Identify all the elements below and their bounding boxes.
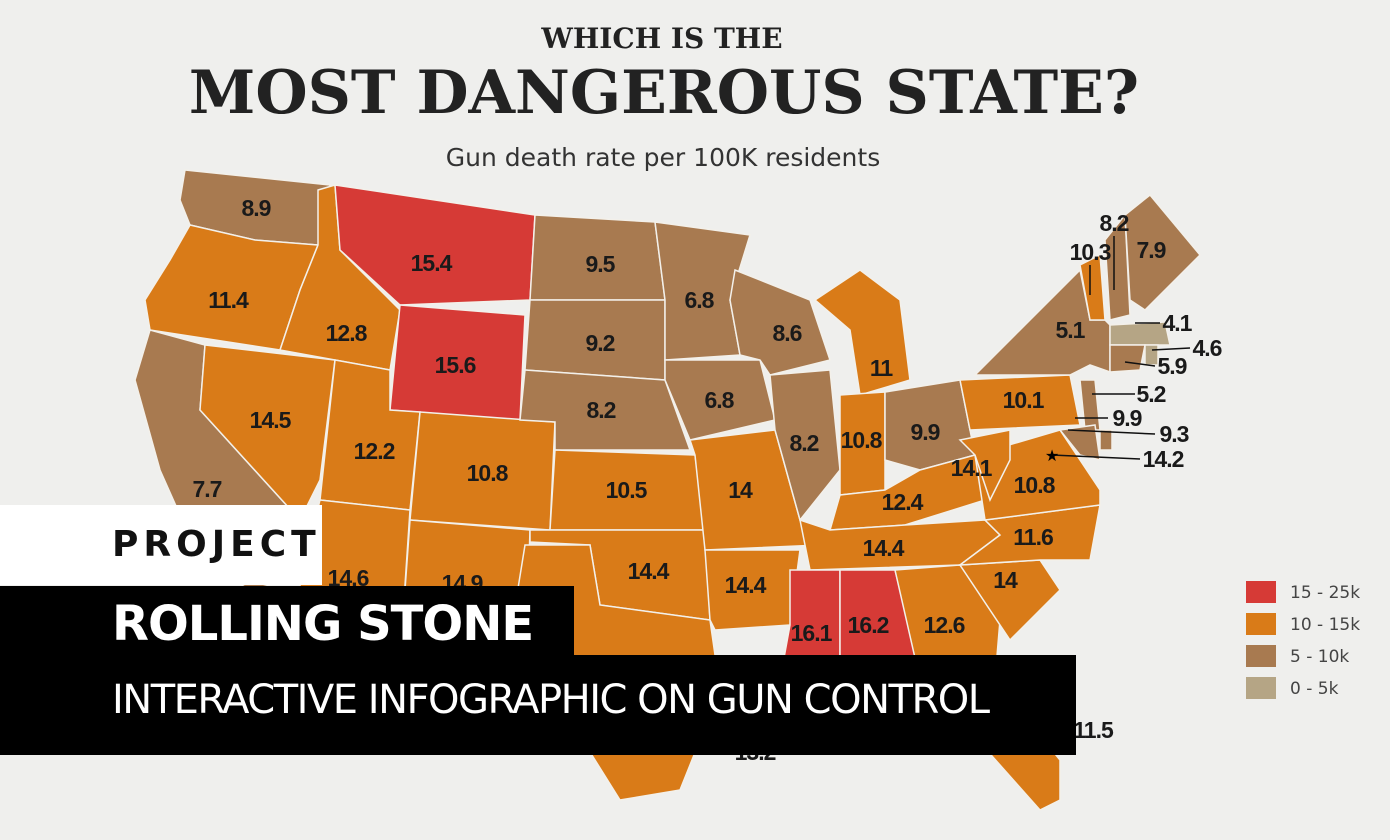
state-value: 15.6 [435,352,476,378]
state-value: 6.8 [685,287,715,313]
state [1079,379,1101,431]
state-value: 12.4 [882,489,924,515]
legend-label: 5 - 10k [1290,647,1349,667]
state [769,369,841,522]
state-value: 6.8 [705,387,735,413]
state [958,429,1011,502]
state-value: 11.4 [208,287,249,313]
state-value: 7.9 [1137,237,1166,263]
state-value: 10.3 [1070,239,1111,265]
state-value: 12.2 [354,438,395,464]
state-value: 8.2 [587,397,616,423]
state-value: 14 [993,567,1018,593]
state [1109,321,1171,346]
legend-label: 10 - 15k [1290,615,1360,635]
state [1058,424,1101,461]
tag-box: PROJECT [0,505,322,585]
state-value: 9.9 [911,419,940,445]
state-value: 5.9 [1158,353,1187,379]
state-value: 8.9 [242,195,271,221]
state-value: 16.1 [791,620,833,646]
state-value: 5.2 [1137,381,1166,407]
state [729,268,831,376]
state-value: 16.2 [848,612,889,638]
tag: PROJECT [112,524,321,565]
legend-label: 15 - 25k [1290,583,1360,603]
state-value: 4.1 [1163,310,1193,336]
state-value: 14.5 [250,407,292,433]
legend-label: 0 - 5k [1290,679,1339,699]
state-value: 14.4 [725,572,767,598]
leader-line [1051,454,1141,460]
state [334,184,536,306]
state-value: 14 [728,477,753,503]
state [664,359,776,441]
title: MOST DANGEROUS STATE? [189,58,1139,128]
state-value: 14.4 [863,535,905,561]
state-value: 10.8 [467,460,509,486]
state [813,269,911,396]
state [1109,344,1146,373]
state-value: 11 [870,355,894,381]
state [1099,429,1113,451]
state-value: 8.6 [773,320,802,346]
state-value: 15.4 [411,250,453,276]
state-value: 14.1 [951,455,993,481]
legend-swatch [1246,613,1276,635]
description: INTERACTIVE INFOGRAPHIC ON GUN CONTROL [112,677,990,723]
client: ROLLING STONE [112,596,534,652]
description-box: INTERACTIVE INFOGRAPHIC ON GUN CONTROL [0,655,1076,755]
state-value: 12.8 [326,320,368,346]
state [1079,253,1106,321]
state [1104,212,1131,321]
state-value: 10.5 [606,477,648,503]
state-value: 14.4 [628,558,670,584]
state [959,374,1081,431]
state [1144,344,1159,366]
state-value: 12.6 [924,612,965,638]
state-value: 4.6 [1193,335,1222,361]
legend-swatch [1246,677,1276,699]
state-value: 9.3 [1160,421,1189,447]
state-value: 14.2 [1143,446,1184,472]
client-box: ROLLING STONE [0,586,574,656]
leader-line [1151,347,1191,351]
state-value: 7.7 [193,476,222,502]
state-value: 11.5 [1073,717,1114,743]
state-value: 9.9 [1113,405,1142,431]
legend: 15 - 25k 10 - 15k 5 - 10k 0 - 5k [1246,581,1360,699]
leader-line [1067,429,1156,435]
state-value: 8.2 [790,430,819,456]
leader-line [1124,361,1156,367]
capital-star: ★ [1045,448,1059,465]
state-value: 10.8 [1014,472,1056,498]
state-value: 9.5 [586,251,616,277]
legend-swatch [1246,581,1276,603]
legend-swatch [1246,645,1276,667]
state-value: 10.1 [1003,387,1045,413]
state-labels: 8.911.47.714.512.815.415.612.210.814.6 14… [193,195,1223,765]
state-value: 9.2 [586,330,615,356]
state [1124,193,1202,311]
state [199,344,336,522]
state [704,549,801,631]
kicker: WHICH IS THE [540,22,782,55]
subtitle: Gun death rate per 100K residents [446,143,880,172]
state-value: 8.2 [1100,210,1129,236]
state-value: 5.1 [1056,317,1086,343]
state-value: 11.6 [1013,524,1053,550]
state-value: 10.8 [841,427,883,453]
